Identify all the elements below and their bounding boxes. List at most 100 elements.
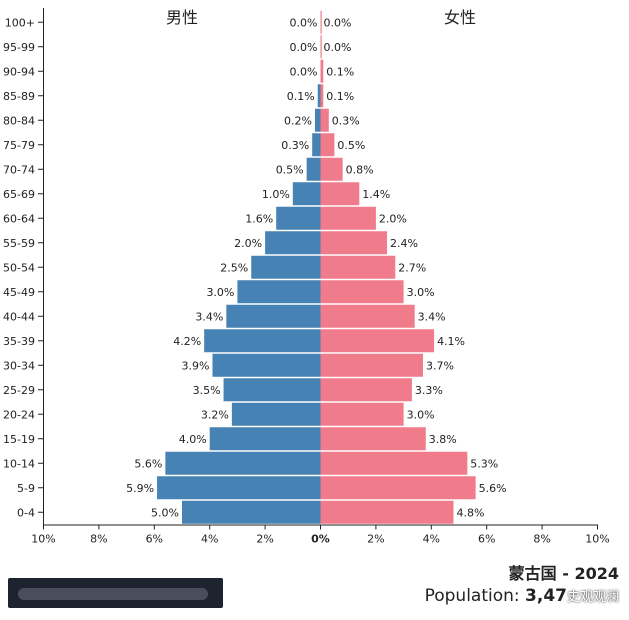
female-bar-95-99 <box>320 35 322 59</box>
age-group-label: 75-79 <box>3 139 35 152</box>
female-series-label: 女性 <box>444 8 476 27</box>
male-bar-15-19 <box>209 427 321 451</box>
female-value-label: 3.0% <box>407 408 435 421</box>
female-bar-15-19 <box>320 427 426 451</box>
female-bar-40-44 <box>320 304 415 328</box>
male-bar-0-4 <box>182 500 321 524</box>
male-value-label: 0.1% <box>287 90 315 103</box>
male-value-label: 4.0% <box>179 433 207 446</box>
male-value-label: 0.2% <box>284 114 312 127</box>
male-value-label: 5.9% <box>126 482 154 495</box>
female-value-label: 0.0% <box>324 41 352 54</box>
male-value-label: 0.0% <box>290 41 318 54</box>
age-group-label: 45-49 <box>3 286 35 299</box>
age-group-label: 80-84 <box>3 114 35 127</box>
male-bar-10-14 <box>165 451 321 475</box>
male-value-label: 0.3% <box>281 139 309 152</box>
male-bar-75-79 <box>312 133 321 157</box>
female-value-label: 3.0% <box>407 286 435 299</box>
population-line: Population: 3,47史观观澜 <box>425 586 619 606</box>
age-group-label: 0-4 <box>17 506 35 519</box>
x-tick-label: 6% <box>146 533 163 546</box>
female-value-label: 5.3% <box>470 457 498 470</box>
male-bar-80-84 <box>314 108 321 132</box>
female-bars <box>320 10 476 524</box>
age-group-label: 40-44 <box>3 310 35 323</box>
female-bar-25-29 <box>320 378 412 402</box>
male-value-label: 2.5% <box>220 261 248 274</box>
female-bar-30-34 <box>320 353 423 377</box>
female-value-label: 2.0% <box>379 212 407 225</box>
male-bar-40-44 <box>226 304 321 328</box>
female-value-label: 5.6% <box>479 482 507 495</box>
female-value-label: 3.4% <box>418 310 446 323</box>
male-value-label: 3.9% <box>182 359 210 372</box>
male-value-label: 0.5% <box>276 163 304 176</box>
x-tick-label: 8% <box>533 533 550 546</box>
male-value-label: 0.0% <box>290 65 318 78</box>
male-bar-20-24 <box>231 402 321 426</box>
female-bar-55-59 <box>320 231 387 255</box>
age-group-label: 15-19 <box>3 433 35 446</box>
x-tick-label: 2% <box>367 533 384 546</box>
population-value: 3,47 <box>525 586 567 606</box>
female-value-label: 3.3% <box>415 384 443 397</box>
male-bar-45-49 <box>237 280 321 304</box>
female-bar-35-39 <box>320 329 435 353</box>
male-bar-25-29 <box>223 378 321 402</box>
female-value-label: 0.1% <box>326 65 354 78</box>
female-bar-90-94 <box>320 59 324 83</box>
age-group-label: 95-99 <box>3 41 35 54</box>
female-value-label: 2.7% <box>398 261 426 274</box>
x-tick-label: 4% <box>201 533 218 546</box>
redacted-source-banner <box>8 578 223 608</box>
age-group-label: 50-54 <box>3 261 35 274</box>
male-value-label: 5.6% <box>134 457 162 470</box>
male-bar-5-9 <box>157 476 321 500</box>
male-value-label: 3.2% <box>201 408 229 421</box>
age-group-label: 85-89 <box>3 90 35 103</box>
age-group-label: 55-59 <box>3 237 35 250</box>
female-bar-10-14 <box>320 451 468 475</box>
x-tick-label: 8% <box>90 533 107 546</box>
age-group-label: 30-34 <box>3 359 35 372</box>
female-bar-45-49 <box>320 280 404 304</box>
male-bars <box>157 84 321 524</box>
age-group-label: 25-29 <box>3 384 35 397</box>
age-group-label: 70-74 <box>3 163 35 176</box>
female-value-label: 3.7% <box>426 359 454 372</box>
female-value-label: 2.4% <box>390 237 418 250</box>
female-bar-80-84 <box>320 108 329 132</box>
age-group-label: 10-14 <box>3 457 35 470</box>
age-group-label: 5-9 <box>17 482 35 495</box>
x-tick-label: 10% <box>31 533 55 546</box>
male-value-label: 5.0% <box>151 506 179 519</box>
chart-title: 蒙古国 - 2024 <box>508 564 619 583</box>
female-bar-60-64 <box>320 206 376 230</box>
male-series-label: 男性 <box>166 8 198 27</box>
female-bar-50-54 <box>320 255 396 279</box>
female-value-label: 0.8% <box>346 163 374 176</box>
male-value-label: 4.2% <box>173 335 201 348</box>
watermark-text: 史观观澜 <box>566 590 619 605</box>
chart-title-block: 蒙古国 - 2024 Population: 3,47史观观澜 <box>425 560 619 606</box>
female-bar-5-9 <box>320 476 476 500</box>
male-value-label: 0.0% <box>290 16 318 29</box>
male-value-label: 3.4% <box>195 310 223 323</box>
female-value-label: 0.3% <box>332 114 360 127</box>
male-bar-30-34 <box>212 353 321 377</box>
male-value-label: 2.0% <box>234 237 262 250</box>
male-bar-85-89 <box>317 84 321 108</box>
male-value-label: 1.6% <box>245 212 273 225</box>
male-bar-55-59 <box>265 231 321 255</box>
female-bar-75-79 <box>320 133 335 157</box>
male-bar-50-54 <box>251 255 321 279</box>
female-bar-85-89 <box>320 84 324 108</box>
male-bar-60-64 <box>276 206 321 230</box>
x-tick-label: 6% <box>478 533 495 546</box>
female-value-label: 3.8% <box>429 433 457 446</box>
x-tick-label: 10% <box>585 533 609 546</box>
x-tick-label: 4% <box>423 533 440 546</box>
male-bar-35-39 <box>204 329 321 353</box>
age-group-label: 35-39 <box>3 335 35 348</box>
